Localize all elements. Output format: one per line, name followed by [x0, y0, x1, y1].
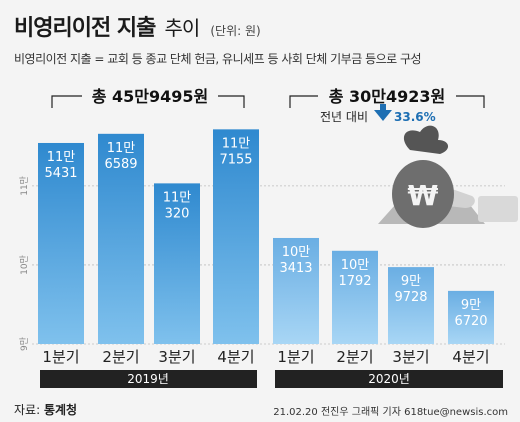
bar-value-label: 11만	[222, 136, 251, 151]
chart-title-sub: 추이	[164, 16, 200, 40]
x-category-label: 1분기	[42, 348, 79, 366]
group-total-label: 총 45만9495원	[92, 87, 209, 106]
money-bag-icon: ₩	[378, 125, 518, 228]
x-category-label: 4분기	[452, 348, 489, 366]
bar-value-label: 6589	[104, 157, 137, 172]
chart-title-main: 비영리이전 지출	[14, 16, 156, 41]
bar-value-label: 10만	[341, 258, 370, 273]
bar-value-label: 9만	[461, 298, 481, 313]
bar	[213, 129, 259, 344]
down-arrow-icon	[374, 104, 392, 121]
unit-label: (단위: 원)	[210, 24, 261, 38]
x-category-label: 3분기	[392, 348, 429, 366]
group-bracket	[456, 95, 485, 108]
group-bracket	[289, 95, 318, 108]
bar-value-label: 9728	[394, 290, 427, 305]
bar-value-label: 6720	[454, 314, 487, 329]
group-bracket	[51, 95, 82, 108]
x-category-label: 4분기	[217, 348, 254, 366]
bar-value-label: 10만	[282, 245, 311, 260]
bar-value-label: 5431	[44, 166, 77, 181]
bar	[98, 133, 144, 344]
bar	[154, 183, 200, 344]
x-category-label: 2분기	[336, 348, 373, 366]
group-bracket	[218, 95, 245, 108]
bar	[38, 142, 84, 344]
x-category-label: 2분기	[102, 348, 139, 366]
year-band	[275, 370, 503, 388]
chart-description: 비영리이전 지출 = 교회 등 종교 단체 헌금, 유니세프 등 사회 단체 기…	[14, 52, 422, 66]
year-label: 2020년	[368, 372, 410, 386]
bar	[273, 237, 319, 344]
group-total-label: 총 30만4923원	[329, 87, 446, 106]
y-tick-label: 11만	[19, 176, 30, 196]
byline: 21.02.20 전진우 그래픽 기자 618tue@newsis.com	[273, 407, 508, 418]
bar-value-label: 1792	[338, 274, 371, 289]
x-category-label: 3분기	[158, 348, 195, 366]
bar-value-label: 7155	[219, 152, 252, 167]
change-prefix-label: 전년 대비	[320, 110, 368, 124]
bar	[448, 290, 494, 344]
bar	[388, 267, 434, 344]
y-tick-label: 9만	[19, 337, 30, 351]
year-band	[40, 370, 257, 388]
change-value-label: 33.6%	[394, 110, 436, 124]
y-tick-label: 10만	[19, 255, 30, 275]
source-credit: 자료: 통계청	[14, 401, 77, 418]
svg-text:₩: ₩	[408, 179, 439, 212]
bar	[332, 250, 378, 344]
bar-value-label: 11만	[107, 141, 136, 156]
x-category-label: 1분기	[277, 348, 314, 366]
year-label: 2019년	[127, 372, 169, 386]
chart-title: 비영리이전 지출 추이 (단위: 원)	[14, 10, 261, 42]
source-name: 통계청	[43, 403, 78, 417]
bar-value-label: 320	[165, 206, 190, 221]
bar-value-label: 11만	[163, 190, 192, 205]
bar-value-label: 9만	[401, 274, 421, 289]
source-prefix: 자료:	[14, 403, 44, 417]
bar-value-label: 11만	[47, 150, 76, 165]
bar-value-label: 3413	[279, 261, 312, 276]
